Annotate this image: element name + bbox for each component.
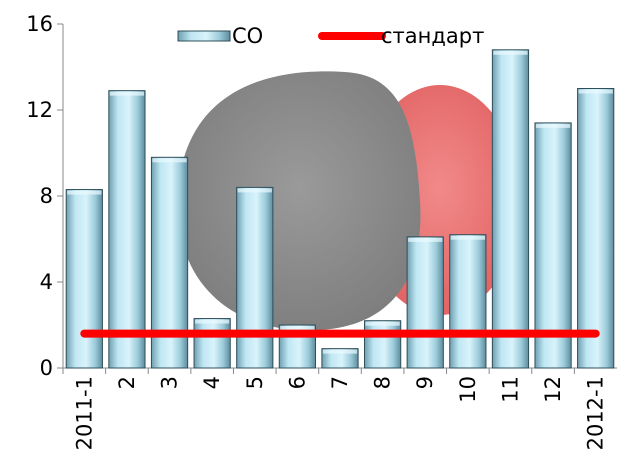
bar-2012-1 xyxy=(577,88,615,369)
legend-label-standard: стандарт xyxy=(381,24,484,48)
y-tick-label: 4 xyxy=(40,270,53,294)
bar-9 xyxy=(406,236,444,369)
bar-12 xyxy=(534,122,572,369)
bar-bevel xyxy=(109,91,145,96)
x-tick-label: 8 xyxy=(371,376,395,389)
bar-2 xyxy=(108,90,146,369)
x-tick-label: 2 xyxy=(115,376,139,389)
bar-bevel xyxy=(152,158,187,163)
y-tick-label: 12 xyxy=(26,98,53,122)
x-tick-label: 4 xyxy=(200,376,224,389)
x-tick-label: 11 xyxy=(498,376,522,403)
bar-series-co xyxy=(65,49,615,369)
x-tick-label: 3 xyxy=(158,376,182,389)
x-tick-label: 5 xyxy=(243,376,267,389)
bar-bevel xyxy=(322,349,358,354)
x-tick-label: 6 xyxy=(285,376,309,389)
bar-bevel xyxy=(237,188,272,193)
x-tick-label: 2012-1 xyxy=(584,376,608,450)
y-axis: 0 4 8 12 16 xyxy=(26,12,64,380)
bar-bevel xyxy=(365,321,400,326)
bar-bevel xyxy=(408,237,443,242)
x-tick-label: 2011-1 xyxy=(72,376,96,450)
decor-gray-sphere xyxy=(177,71,421,331)
bar-11 xyxy=(491,49,530,369)
y-tick-label: 8 xyxy=(40,184,53,208)
bar-bevel xyxy=(67,190,102,195)
legend: CO стандарт xyxy=(177,24,484,48)
x-tick-label: 10 xyxy=(456,376,480,403)
bar-5 xyxy=(236,186,274,369)
bar-8 xyxy=(364,320,402,369)
y-tick-label: 16 xyxy=(26,12,53,36)
bar-4 xyxy=(193,318,231,369)
y-tick-label: 0 xyxy=(40,356,53,380)
legend-label-co: CO xyxy=(232,24,263,48)
bar-10 xyxy=(449,234,487,369)
x-tick-label: 12 xyxy=(541,376,565,403)
bar-bevel xyxy=(535,123,571,128)
x-tick-label: 7 xyxy=(328,376,352,389)
bar-bevel xyxy=(493,50,528,55)
bar-2011-1 xyxy=(65,189,103,369)
bar-bevel xyxy=(450,235,485,240)
x-axis: 2011-1 2 3 4 5 6 7 8 9 10 11 12 2012-1 xyxy=(62,367,617,450)
x-tick-label: 9 xyxy=(413,376,437,389)
bar-bevel xyxy=(195,319,230,324)
legend-swatch-co xyxy=(177,30,231,42)
bar-bevel xyxy=(578,89,613,94)
bar-bevel xyxy=(280,326,315,330)
